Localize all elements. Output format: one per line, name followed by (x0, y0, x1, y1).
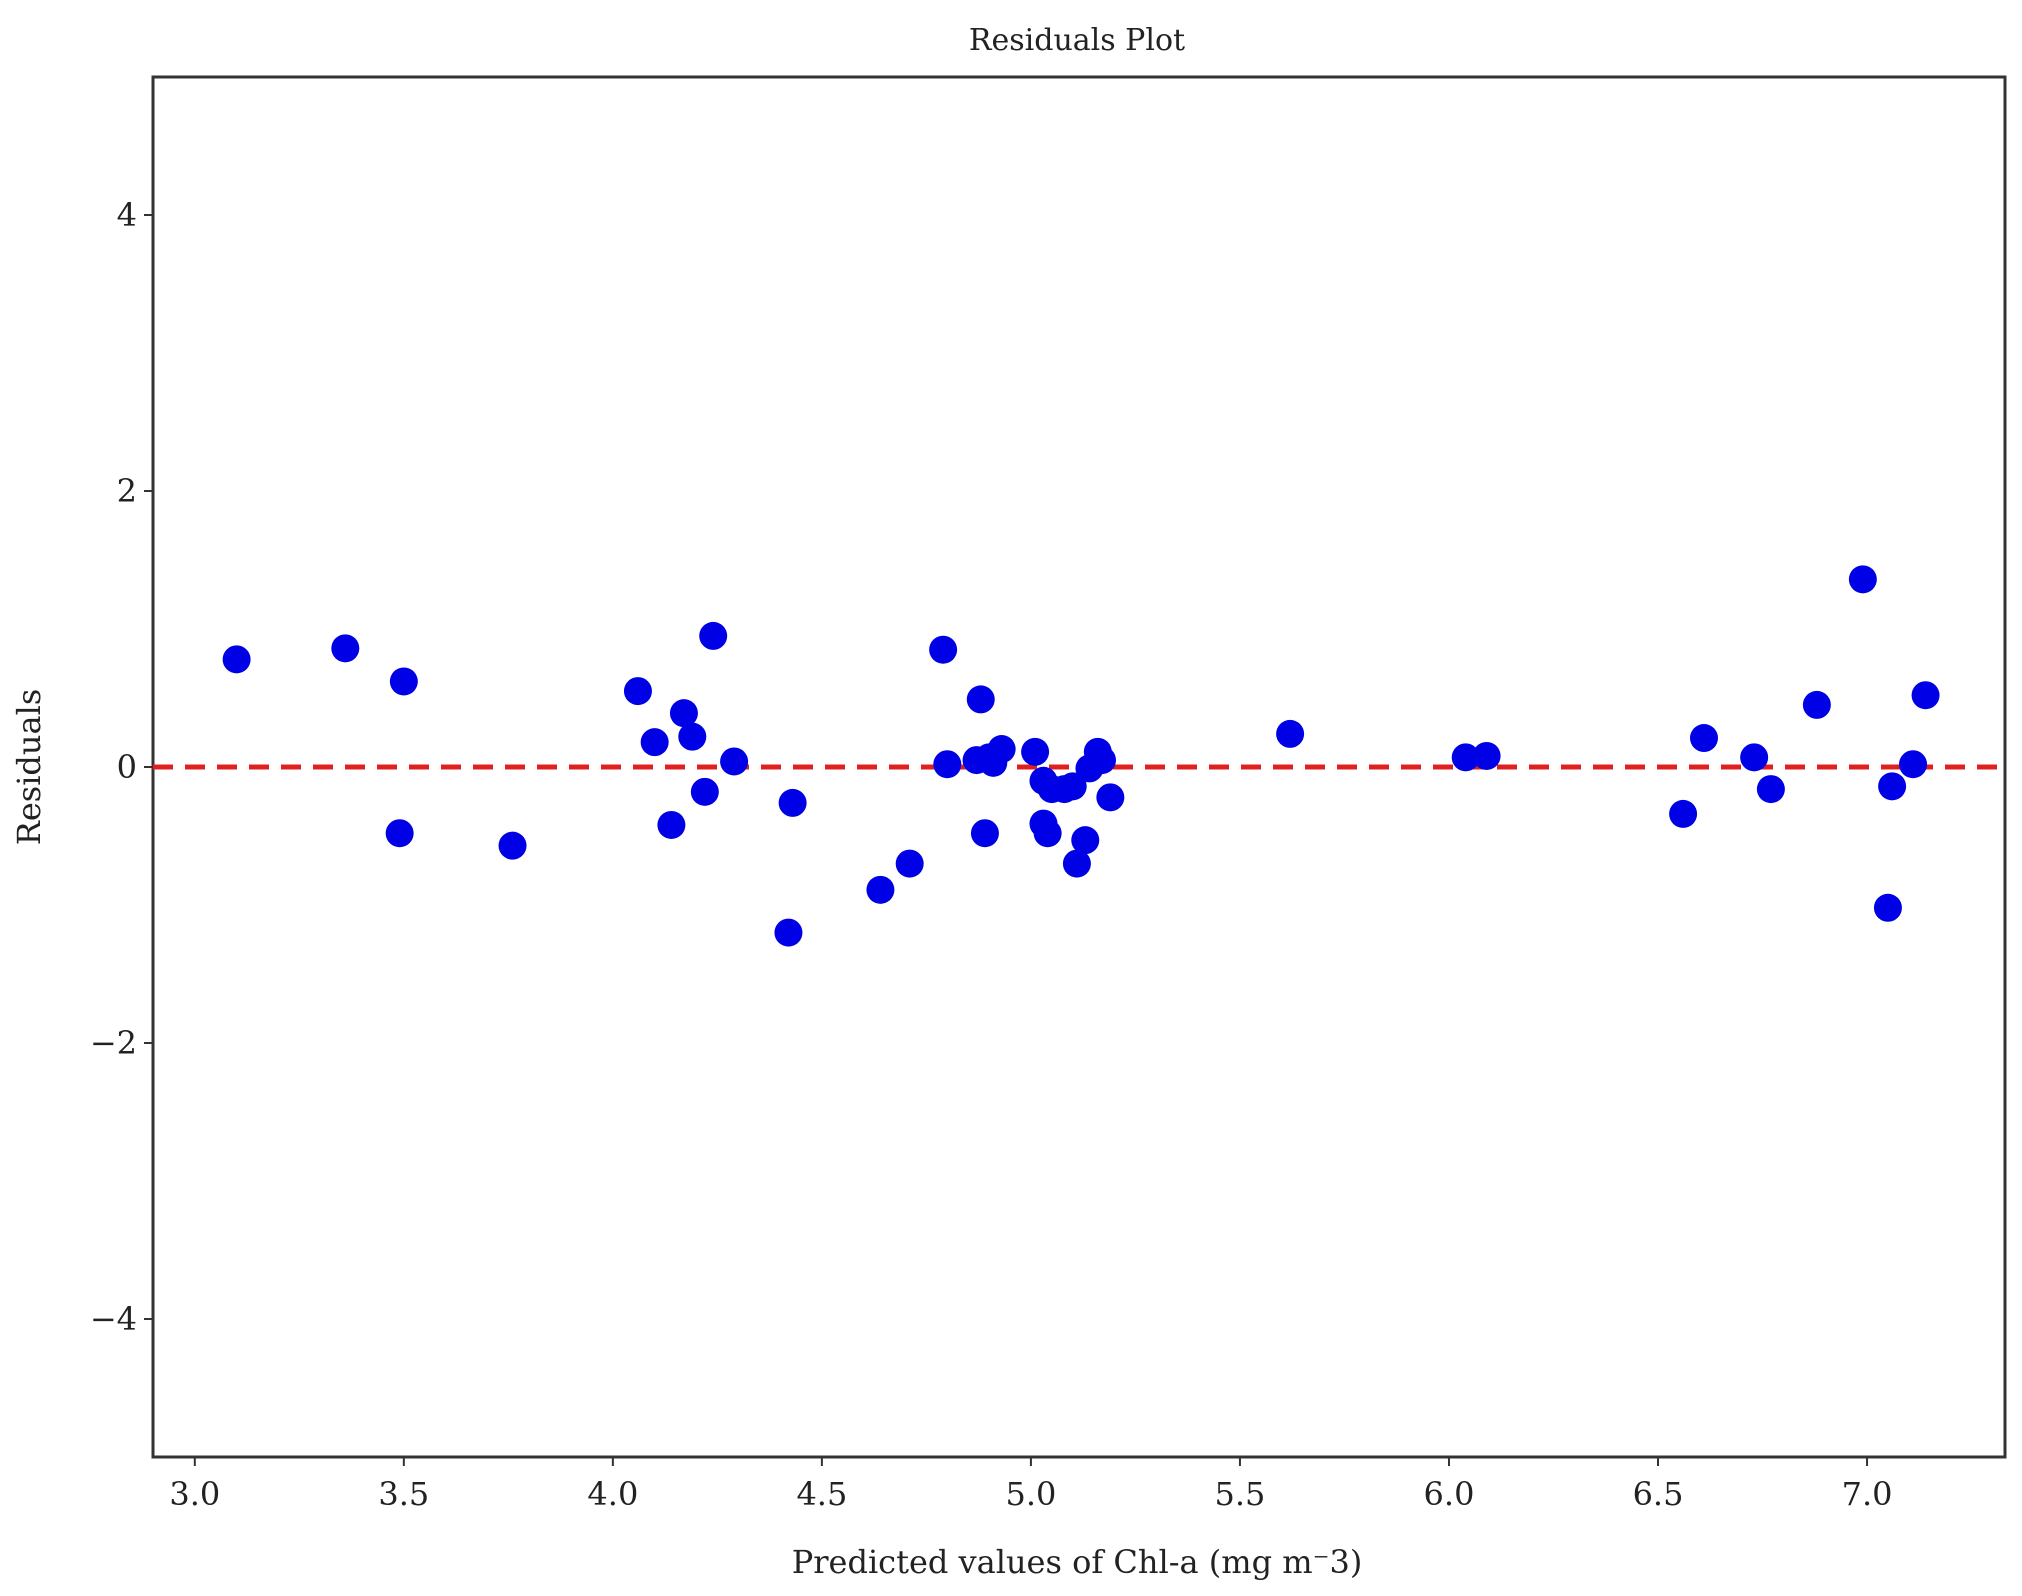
y-axis-title: Residuals (10, 689, 48, 846)
data-point (987, 735, 1016, 764)
x-tick-label: 5.0 (1005, 1475, 1056, 1513)
data-point (498, 831, 527, 860)
data-point (389, 667, 418, 696)
x-tick-label: 4.5 (796, 1475, 847, 1513)
data-point (1021, 737, 1050, 766)
data-point (1669, 799, 1698, 828)
x-tick-label: 6.0 (1424, 1475, 1475, 1513)
data-point (1071, 826, 1100, 855)
y-tick-label: 2 (117, 472, 137, 510)
data-point (669, 699, 698, 728)
data-point (778, 788, 807, 817)
data-point (385, 819, 414, 848)
data-point (966, 685, 995, 714)
x-tick-label: 3.5 (378, 1475, 429, 1513)
data-point (1096, 783, 1125, 812)
data-point (1689, 724, 1718, 753)
data-point (1062, 849, 1091, 878)
data-point (623, 677, 652, 706)
data-point (774, 918, 803, 947)
data-point (1802, 690, 1831, 719)
x-tick-label: 3.0 (169, 1475, 220, 1513)
y-tick-label: −4 (90, 1300, 137, 1338)
data-point (1740, 743, 1769, 772)
data-point (933, 750, 962, 779)
y-tick-label: −2 (90, 1024, 137, 1062)
data-point (678, 722, 707, 751)
x-axis-ticks: 3.0 3.5 4.0 4.5 5.0 5.5 6.0 6.5 7.0 (169, 1457, 1892, 1513)
data-point (1472, 741, 1501, 770)
data-point (970, 819, 999, 848)
data-point (640, 728, 669, 757)
data-point (1756, 775, 1785, 804)
data-point (699, 621, 728, 650)
y-tick-label: 0 (117, 748, 137, 786)
x-tick-label: 7.0 (1842, 1475, 1893, 1513)
data-point (1033, 819, 1062, 848)
y-axis-ticks: −4 −2 0 2 4 (90, 196, 153, 1338)
data-point (1878, 772, 1907, 801)
data-point (1058, 772, 1087, 801)
data-point (1276, 719, 1305, 748)
data-point (1451, 743, 1480, 772)
data-point (929, 635, 958, 664)
data-point (222, 645, 251, 674)
data-point (331, 634, 360, 663)
data-point (1848, 565, 1877, 594)
data-point (866, 875, 895, 904)
data-point (657, 810, 686, 839)
data-point (1087, 746, 1116, 775)
x-tick-label: 4.0 (587, 1475, 638, 1513)
chart-title: Residuals Plot (969, 23, 1185, 58)
data-point (1873, 893, 1902, 922)
data-point (1899, 750, 1928, 779)
x-tick-label: 6.5 (1633, 1475, 1684, 1513)
x-tick-label: 5.5 (1215, 1475, 1266, 1513)
x-axis-title: Predicted values of Chl-a (mg m⁻3) (792, 1543, 1363, 1581)
data-point (690, 777, 719, 806)
data-point (720, 747, 749, 776)
data-points (222, 565, 1940, 947)
y-tick-label: 4 (117, 196, 137, 234)
data-point (1911, 681, 1940, 710)
data-point (895, 849, 924, 878)
